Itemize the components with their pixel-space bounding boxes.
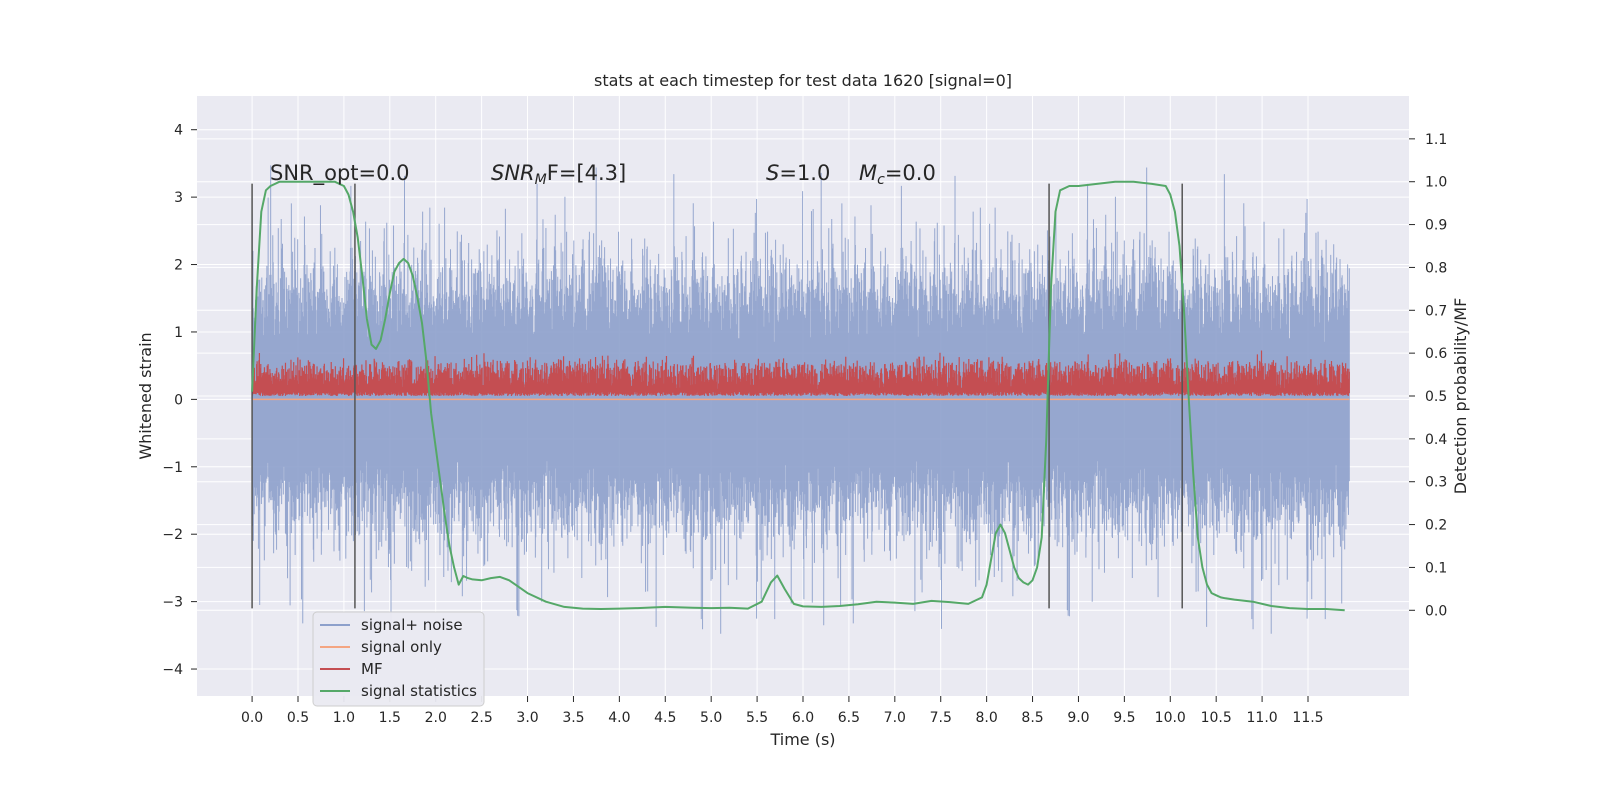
signal-statistics-line xyxy=(251,180,1345,612)
y-left-tick-label: −4 xyxy=(162,662,183,678)
x-tick-label: 2.5 xyxy=(471,710,493,726)
y-right-tick-label: 0.1 xyxy=(1425,560,1447,576)
y-left-tick-label: 4 xyxy=(174,123,183,139)
x-tick-label: 5.0 xyxy=(700,710,722,726)
y-left-tick-label: −3 xyxy=(162,595,183,611)
annotation-snr-mf: SNRMF=[4.3] xyxy=(491,161,626,188)
annotations: SNR_opt=0.0 SNRMF=[4.3] S=1.0 Mc=0.0 xyxy=(270,161,936,188)
annotation-s-rest: =1.0 xyxy=(779,161,830,185)
x-tick-label: 6.5 xyxy=(838,710,860,726)
y-right-tick-label: 0.6 xyxy=(1425,346,1447,362)
annotation-mc-rest: =0.0 xyxy=(885,161,936,185)
legend: signal+ noise signal only MF signal stat… xyxy=(312,611,485,707)
x-tick-label: 0.5 xyxy=(287,710,309,726)
annotation-snr-mf-main: SNR xyxy=(491,161,535,185)
y-left-tick-label: 3 xyxy=(174,190,183,206)
x-tick-label: 8.0 xyxy=(976,710,998,726)
x-tick-label: 3.0 xyxy=(516,710,538,726)
legend-label-signal-only: signal only xyxy=(361,638,442,656)
y-right-tick-label: 1.0 xyxy=(1425,175,1447,191)
y-left-tick-label: 1 xyxy=(174,325,183,341)
x-tick-label: 7.0 xyxy=(884,710,906,726)
y-right-tick-label: 0.2 xyxy=(1425,518,1447,534)
annotation-mc-sub: c xyxy=(877,172,885,188)
x-tick-label: 11.0 xyxy=(1247,710,1278,726)
x-tick-label: 9.0 xyxy=(1067,710,1089,726)
vertical-markers xyxy=(251,183,1183,609)
chart-title: stats at each timestep for test data 162… xyxy=(594,71,1012,90)
y-left-axis-ticks: −4 −3 −2 −1 0 1 2 3 4 xyxy=(162,123,197,678)
x-tick-label: 1.0 xyxy=(333,710,355,726)
annotation-s: S=1.0 xyxy=(766,161,830,185)
y-right-tick-label: 0.3 xyxy=(1425,475,1447,491)
annotation-snr-mf-rest: F=[4.3] xyxy=(547,161,626,185)
annotation-s-main: S xyxy=(766,161,779,185)
x-tick-label: 10.0 xyxy=(1155,710,1186,726)
x-tick-label: 9.5 xyxy=(1113,710,1135,726)
annotation-snr-mf-sub: M xyxy=(535,172,547,188)
annotation-mc-main: M xyxy=(859,161,877,185)
x-tick-label: 0.0 xyxy=(241,710,263,726)
y-left-tick-label: −2 xyxy=(162,527,183,543)
x-tick-label: 1.5 xyxy=(379,710,401,726)
y-right-tick-label: 0.5 xyxy=(1425,389,1447,405)
y-left-tick-label: 0 xyxy=(174,392,183,408)
x-tick-label: 8.5 xyxy=(1021,710,1043,726)
series-signal-statistics xyxy=(251,180,1345,612)
y-right-axis-label: Detection probability/MF xyxy=(1451,298,1470,495)
x-tick-label: 2.0 xyxy=(425,710,447,726)
x-tick-label: 6.0 xyxy=(792,710,814,726)
x-tick-label: 5.5 xyxy=(746,710,768,726)
y-right-tick-label: 1.1 xyxy=(1425,132,1447,148)
y-right-axis-ticks: 0.0 0.1 0.2 0.3 0.4 0.5 0.6 0.7 0.8 0.9 1.0 1.1 xyxy=(1409,132,1447,619)
x-tick-label: 4.0 xyxy=(608,710,630,726)
legend-label-signal-statistics: signal statistics xyxy=(361,682,477,700)
x-axis-ticks: 0.0 0.5 1.0 1.5 2.0 2.5 3.0 3.5 4.0 4.5 5.0 5.5 6.0 6… xyxy=(241,696,1324,726)
x-axis-label: Time (s) xyxy=(769,730,835,749)
y-right-tick-label: 0.7 xyxy=(1425,303,1447,319)
x-tick-label: 3.5 xyxy=(562,710,584,726)
legend-label-signal-plus-noise: signal+ noise xyxy=(361,616,463,634)
x-tick-label: 4.5 xyxy=(654,710,676,726)
y-left-tick-label: 2 xyxy=(174,258,183,274)
x-tick-label: 11.5 xyxy=(1292,710,1323,726)
y-left-tick-label: −1 xyxy=(162,460,183,476)
y-left-axis-label: Whitened strain xyxy=(136,332,155,459)
y-right-tick-label: 0.8 xyxy=(1425,260,1447,276)
annotation-mc: Mc=0.0 xyxy=(859,161,936,188)
x-tick-label: 10.5 xyxy=(1201,710,1232,726)
y-right-tick-label: 0.4 xyxy=(1425,432,1447,448)
legend-box xyxy=(312,611,485,707)
annotation-snr-opt: SNR_opt=0.0 xyxy=(270,161,410,186)
legend-label-mf: MF xyxy=(361,660,383,678)
y-right-tick-label: 0.9 xyxy=(1425,218,1447,234)
y-right-tick-label: 0.0 xyxy=(1425,603,1447,619)
x-tick-label: 7.5 xyxy=(930,710,952,726)
